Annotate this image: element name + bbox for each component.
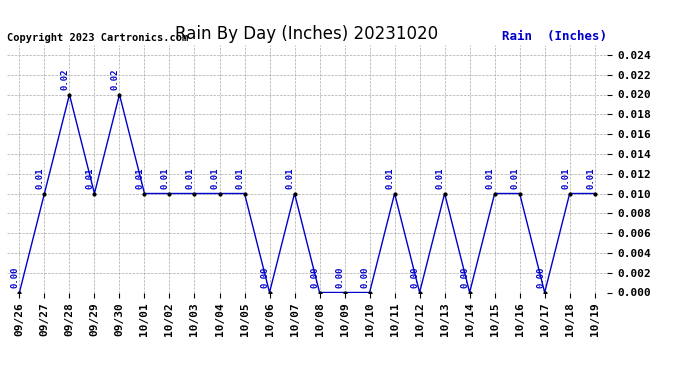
Text: 0.00: 0.00 [461,267,470,288]
Text: 0.00: 0.00 [261,267,270,288]
Text: 0.01: 0.01 [236,168,245,189]
Text: 0.01: 0.01 [286,168,295,189]
Text: 0.02: 0.02 [61,69,70,90]
Text: 0.01: 0.01 [36,168,45,189]
Text: 0.01: 0.01 [136,168,145,189]
Text: 0.01: 0.01 [186,168,195,189]
Text: 0.00: 0.00 [311,267,320,288]
Text: 0.01: 0.01 [586,168,595,189]
Text: 0.00: 0.00 [411,267,420,288]
Text: 0.01: 0.01 [561,168,570,189]
Text: 0.00: 0.00 [536,267,545,288]
Text: 0.00: 0.00 [336,267,345,288]
Text: 0.01: 0.01 [211,168,220,189]
Text: Rain  (Inches): Rain (Inches) [502,30,607,42]
Text: Copyright 2023 Cartronics.com: Copyright 2023 Cartronics.com [7,33,188,42]
Text: 0.01: 0.01 [86,168,95,189]
Text: 0.01: 0.01 [386,168,395,189]
Text: 0.00: 0.00 [11,267,20,288]
Text: 0.00: 0.00 [361,267,370,288]
Title: Rain By Day (Inches) 20231020: Rain By Day (Inches) 20231020 [175,26,439,44]
Text: 0.02: 0.02 [111,69,120,90]
Text: 0.01: 0.01 [511,168,520,189]
Text: 0.01: 0.01 [486,168,495,189]
Text: 0.01: 0.01 [161,168,170,189]
Text: 0.01: 0.01 [436,168,445,189]
